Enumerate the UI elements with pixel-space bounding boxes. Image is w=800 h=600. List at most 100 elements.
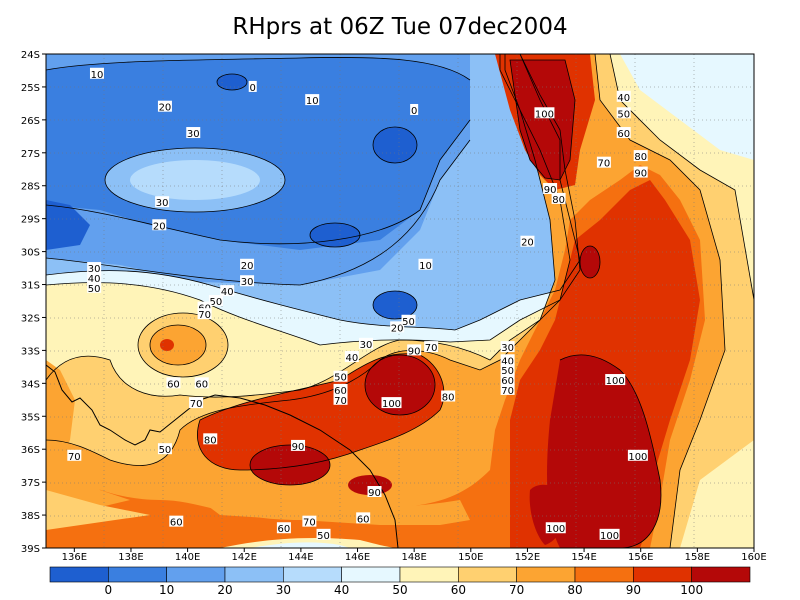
colorbar-label: 90 [626,583,641,597]
contour-label: 50 [317,531,330,542]
contour-label: 60 [170,518,183,529]
contour-label: 60 [167,379,180,390]
contour-label-bg [418,258,433,270]
contour-label-bg [500,383,515,395]
contour-label: 70 [598,159,611,170]
lat-label: 34S [21,379,40,390]
contour-label: 70 [190,399,203,410]
contour-label: 80 [634,152,647,163]
colorbar-swatch [224,566,284,583]
contour-label: 40 [88,274,101,285]
contour-label: 20 [521,238,534,249]
contour-label-bg [500,364,515,376]
contour-label: 10 [91,70,104,81]
lon-label: 144E [288,552,313,563]
contour-label: 60 [278,524,291,535]
contour-label-bg [157,443,172,455]
contour-label-bg [551,192,566,204]
contour-label-bg [194,377,209,389]
contour-label-bg [240,258,255,270]
contour-label: 10 [419,261,432,272]
contour-label: 30 [187,129,200,140]
contour-label-bg [155,196,170,208]
contour-label: 50 [159,445,172,456]
contour-label: 10 [306,96,319,107]
contour-label: 50 [334,373,347,384]
contour-label: 0 [250,83,256,94]
contour-label-bg [390,321,405,333]
lat-label: 39S [21,544,40,555]
contour-label: 20 [159,103,172,114]
contour-label: 80 [442,393,455,404]
contour-label-bg [545,522,566,534]
contour-label-bg [186,127,201,139]
contour-label-bg [89,67,104,79]
lon-label: 152E [515,552,540,563]
contour-label: 70 [303,518,316,529]
contour-label: 50 [402,317,415,328]
contour-label: 0 [411,106,417,117]
contour-label: 80 [204,435,217,446]
lon-label: 148E [401,552,426,563]
contour-label-bg [203,433,218,445]
contour-label: 60 [334,386,347,397]
lat-label: 32S [21,313,40,324]
lat-label: 31S [21,281,40,292]
contour-label: 70 [501,386,514,397]
lon-label: 138E [118,552,143,563]
contour-label: 40 [501,356,514,367]
contour-label: 70 [68,452,81,463]
longitude-axis: 136E 138E 140E 142E 144E 146E 148E 150E 152E 154E… [62,548,767,563]
contour-label-bg [240,275,255,287]
contour-label-bg [596,156,611,168]
contour-label: 70 [425,343,438,354]
contour-label: 40 [345,353,358,364]
contour-label-bg [333,383,348,395]
contour-label: 30 [241,277,254,288]
contour-label: 30 [360,340,373,351]
colorbar-label: 20 [217,583,232,597]
contour-label: 90 [292,442,305,453]
lon-label: 136E [62,552,87,563]
contour-label: 90 [408,346,421,357]
lon-label: 156E [628,552,653,563]
contour-label: 20 [153,221,166,232]
contour-label: 50 [617,109,630,120]
contour-label-bg [248,80,257,92]
map-title: RHprs at 06Z Tue 07dec2004 [232,14,568,40]
contour-label-bg [633,166,648,178]
contour-label: 100 [546,524,565,535]
contour-label-bg [220,285,235,297]
contour-label-bg [534,107,555,119]
contour-label-bg [189,397,204,409]
coastline [46,364,399,548]
contour-label: 60 [195,379,208,390]
contour-label-bg [500,354,515,366]
lat-label: 26S [21,116,40,127]
contour-label-bg [333,370,348,382]
colorbar-swatch [283,566,342,583]
lat-label: 38S [21,511,40,522]
colorbar-swatch [633,566,692,583]
contour-label-bg [197,308,212,320]
lat-label: 29S [21,215,40,226]
contour-label-bg [344,350,359,362]
lon-label: 146E [345,552,370,563]
contour-label: 90 [634,169,647,180]
contour-label: 20 [241,261,254,272]
lat-label: 27S [21,149,40,160]
contour-label-bg [152,219,167,231]
colorbar-label: 30 [276,583,291,597]
contour-label-bg [627,449,648,461]
contour-label: 60 [357,514,370,525]
lon-label: 150E [458,552,483,563]
lat-label: 36S [21,445,40,456]
lon-label: 158E [685,552,710,563]
lat-label: 25S [21,83,40,94]
contour-label: 40 [617,93,630,104]
contour-label: 60 [617,129,630,140]
contour-label-bg [543,183,558,195]
contour-label: 70 [198,310,211,321]
contour-label: 50 [210,297,223,308]
contour-label: 50 [88,284,101,295]
